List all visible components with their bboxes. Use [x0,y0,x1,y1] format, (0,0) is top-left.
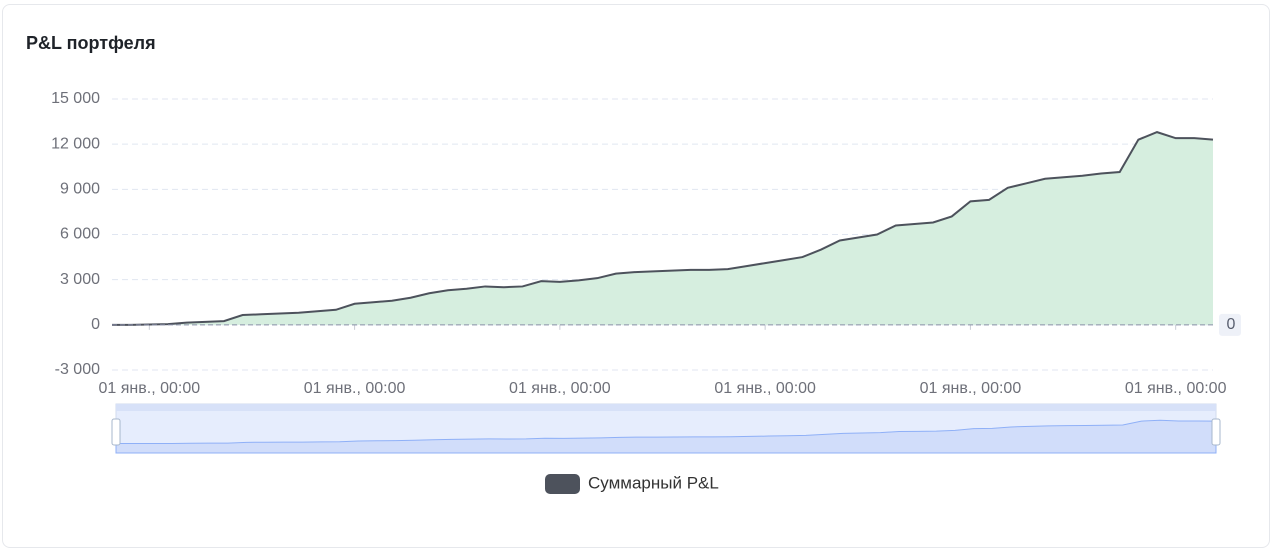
card [2,4,1270,548]
y-tick-label: 6 000 [60,226,100,243]
zoom-bar[interactable] [116,404,1216,411]
legend-label[interactable]: Суммарный P&L [588,473,719,492]
zoom-handle[interactable] [1211,418,1221,446]
chart-title: P&L портфеля [26,33,156,53]
x-tick-label: 01 янв., 00:00 [1125,380,1227,397]
x-tick-label: 01 янв., 00:00 [509,380,611,397]
y-tick-label: 12 000 [51,135,100,152]
mark-label-bg [1219,313,1241,336]
zoom-area [115,419,1217,454]
legend-swatch[interactable] [545,474,580,494]
y-tick-label: 15 000 [51,90,100,107]
y-tick-label: -3 000 [55,361,100,378]
x-tick-label: 01 янв., 00:00 [304,380,406,397]
line [112,131,1214,326]
mark-line-label: 0 [1227,316,1236,333]
x-tick-label: 01 янв., 00:00 [99,380,201,397]
zoom-handle[interactable] [111,418,121,446]
x-tick-label: 01 янв., 00:00 [920,380,1022,397]
y-tick-label: 0 [91,316,100,333]
y-tick-label: 9 000 [60,181,100,198]
x-tick-label: 01 янв., 00:00 [714,380,816,397]
area [112,132,1213,325]
y-tick-label: 3 000 [60,271,100,288]
